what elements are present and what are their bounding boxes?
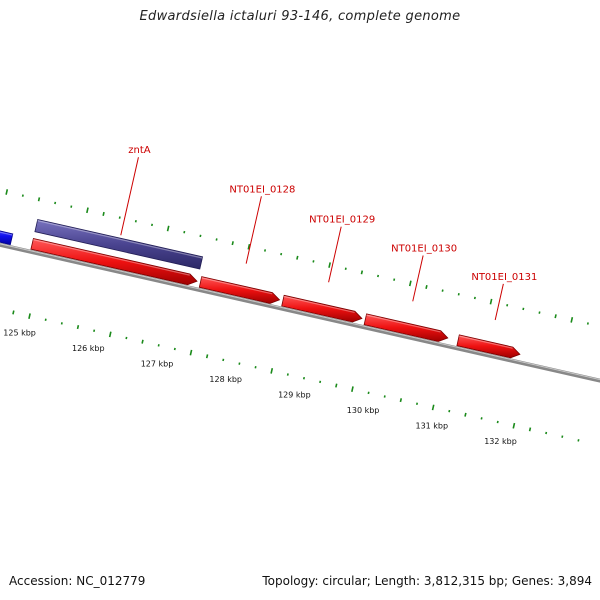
gc-dot-upper	[554, 314, 557, 319]
label-leader-line	[120, 157, 139, 236]
gc-dot-upper	[408, 280, 412, 287]
scale-tick-label: 132 kbp	[484, 437, 517, 446]
gc-dot-upper	[360, 270, 364, 275]
gc-dot-upper	[166, 225, 170, 232]
gc-dot-lower	[431, 404, 435, 411]
scale-tick-label: 127 kbp	[141, 359, 174, 368]
gene-label[interactable]: NT01EI_0131	[471, 272, 537, 283]
gene-shape[interactable]	[30, 238, 198, 286]
gc-dot-lower	[108, 331, 112, 338]
gc-dot-upper	[231, 241, 234, 246]
gc-dot-upper	[489, 298, 493, 305]
backbone-layer	[0, 242, 600, 383]
gc-dot-upper	[37, 197, 41, 202]
gene-NT01EI_0129[interactable]	[281, 294, 363, 323]
gc-dot-upper	[328, 262, 331, 268]
gene-label[interactable]: NT01EI_0130	[391, 243, 457, 254]
label-leader-line	[328, 226, 342, 283]
scale-tick-label: 129 kbp	[278, 390, 311, 399]
gc-dot-upper	[102, 211, 105, 216]
gc-dot-lower	[76, 325, 80, 330]
gc-dot-upper	[5, 189, 9, 195]
gene-label[interactable]: zntA	[128, 145, 151, 156]
label-leader-line	[245, 196, 262, 264]
gc-dot-upper	[296, 255, 299, 260]
scale-tick-label: 128 kbp	[209, 375, 242, 384]
gene-highlight	[37, 220, 203, 259]
gene-highlight	[32, 239, 190, 276]
gene-NT01EI_0128[interactable]	[198, 276, 281, 304]
gc-dot-lower	[270, 368, 274, 374]
gc-dot-upper	[425, 284, 428, 290]
gc-content-layer	[5, 189, 589, 442]
gc-dot-lower	[351, 386, 354, 393]
gc-dot-lower	[189, 349, 193, 356]
feature-layer	[0, 219, 521, 359]
gene-highlight	[0, 231, 13, 236]
gene-shape[interactable]	[34, 219, 204, 270]
genome-backbone-highlight	[0, 243, 600, 381]
gc-dot-lower	[512, 422, 516, 429]
gene-shape[interactable]	[456, 334, 521, 359]
scale-tick-label: 125 kbp	[3, 328, 36, 337]
gc-dot-upper	[86, 207, 89, 214]
gc-dot-lower	[464, 412, 467, 417]
gene-highlight	[366, 314, 441, 333]
gene-shape[interactable]	[198, 276, 281, 304]
scale-layer: 125 kbp 126 kbp 127 kbp 128 kbp 129 kbp 130 k…	[3, 328, 517, 446]
gene-highlight	[201, 277, 273, 295]
gc-dot-lower	[12, 310, 15, 315]
scale-tick-label: 131 kbp	[415, 422, 448, 431]
gc-dot-lower	[335, 383, 338, 388]
gene-highlight	[283, 295, 355, 314]
gene-NT01EI_0130[interactable]	[363, 313, 449, 342]
gene-zntA[interactable]	[34, 219, 204, 270]
gc-dot-lower	[141, 339, 144, 344]
label-leader-line	[412, 255, 424, 302]
gc-dot-lower	[28, 313, 31, 319]
label-leader-line	[494, 283, 504, 321]
gene-label[interactable]: NT01EI_0129	[309, 215, 375, 226]
gene-zntA-cds[interactable]	[30, 238, 198, 286]
gc-dot-lower	[205, 354, 209, 359]
gene-shape[interactable]	[0, 228, 14, 246]
label-layer: zntA NT01EI_0128 NT01EI_0129 NT01EI_0130 NT0…	[120, 145, 537, 321]
gc-dot-upper	[570, 317, 574, 323]
genome-backbone	[0, 242, 600, 383]
scale-tick-label: 126 kbp	[72, 344, 105, 353]
topology-summary: Topology: circular; Length: 3,812,315 bp…	[262, 574, 592, 588]
gc-dot-upper	[247, 243, 251, 250]
gene-NT01EI_0131[interactable]	[456, 334, 521, 359]
map-title: Edwardsiella ictaluri 93-146, complete g…	[139, 9, 461, 24]
gene-highlight	[458, 335, 513, 349]
gene-shape[interactable]	[281, 294, 363, 323]
gene-label[interactable]: NT01EI_0128	[229, 184, 295, 195]
gene-shape[interactable]	[363, 313, 449, 342]
gc-dot-lower	[399, 398, 403, 403]
gene-left-edge-feature[interactable]	[0, 228, 14, 246]
gc-dot-lower	[528, 427, 532, 432]
scale-tick-label: 130 kbp	[347, 406, 380, 415]
accession-text: Accession: NC_012779	[9, 574, 146, 588]
